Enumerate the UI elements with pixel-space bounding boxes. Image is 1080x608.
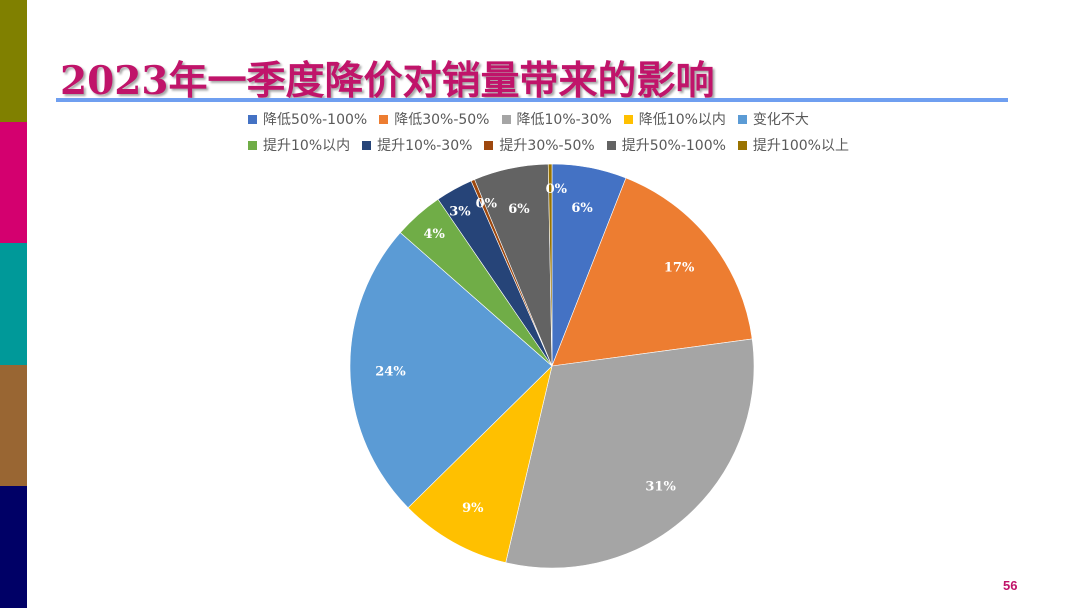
pie-slice bbox=[551, 177, 753, 367]
legend-swatch bbox=[501, 114, 511, 124]
legend-swatch bbox=[606, 140, 616, 150]
slide-title: 2023年一季度降价对销量带来的影响 bbox=[60, 58, 715, 104]
side-bar-segment bbox=[0, 364, 27, 487]
legend-row: 提升10%以内 提升10%-30% 提升30%-50% 提升50%-100% 提升100… bbox=[248, 132, 928, 158]
pie-slice bbox=[547, 163, 553, 367]
slice-data-label: 0% bbox=[546, 182, 568, 197]
legend-item: 降低50%-100% bbox=[248, 109, 367, 129]
slice-data-label: 17% bbox=[664, 260, 695, 275]
legend-item: 提升50%-100% bbox=[606, 135, 726, 155]
chart-legend: 降低50%-100% 降低30%-50% 降低10%-30% 降低10%以内 变化不大 … bbox=[248, 106, 928, 158]
legend-swatch bbox=[248, 114, 257, 124]
slice-data-label: 3% bbox=[449, 205, 471, 220]
slice-data-label: 6% bbox=[508, 202, 530, 217]
legend-label: 变化不大 bbox=[752, 112, 809, 128]
legend-label: 提升10%-30% bbox=[377, 138, 473, 154]
legend-label: 提升10%以内 bbox=[263, 138, 351, 154]
side-bar-segment bbox=[0, 486, 27, 608]
side-bar-segment bbox=[0, 121, 27, 244]
legend-label: 提升30%-50% bbox=[499, 138, 595, 154]
side-bar-segment bbox=[0, 243, 27, 365]
slice-data-label: 31% bbox=[645, 480, 676, 495]
legend-label: 提升100%以上 bbox=[752, 138, 849, 154]
slice-data-label: 6% bbox=[571, 201, 593, 216]
legend-label: 降低10%-30% bbox=[516, 112, 612, 128]
slice-data-label: 0% bbox=[476, 197, 498, 212]
page-number: 56 bbox=[1003, 578, 1018, 593]
legend-swatch bbox=[362, 140, 372, 150]
legend-swatch bbox=[248, 140, 257, 150]
side-color-bar bbox=[0, 0, 27, 608]
legend-item: 降低30%-50% bbox=[379, 109, 490, 129]
legend-label: 降低30%-50% bbox=[394, 112, 490, 128]
legend-item: 提升10%-30% bbox=[362, 135, 472, 155]
legend-label: 提升50%-100% bbox=[621, 138, 726, 154]
legend-swatch bbox=[484, 140, 494, 150]
legend-item: 变化不大 bbox=[737, 109, 809, 129]
title-divider bbox=[56, 98, 1008, 102]
legend-item: 提升100%以上 bbox=[737, 135, 849, 155]
slice-data-label: 24% bbox=[375, 365, 406, 380]
side-bar-segment bbox=[0, 0, 27, 122]
legend-row: 降低50%-100% 降低30%-50% 降低10%-30% 降低10%以内 变化不大 bbox=[248, 106, 928, 132]
slice-data-label: 4% bbox=[423, 227, 445, 242]
legend-swatch bbox=[737, 114, 747, 124]
slice-data-label: 9% bbox=[462, 501, 484, 516]
legend-swatch bbox=[737, 140, 747, 150]
legend-swatch bbox=[623, 114, 633, 124]
pie-slice bbox=[407, 365, 553, 563]
legend-label: 降低10%以内 bbox=[638, 112, 726, 128]
legend-label: 降低50%-100% bbox=[263, 112, 368, 128]
legend-item: 提升30%-50% bbox=[484, 135, 595, 155]
pie-slice bbox=[505, 338, 755, 569]
legend-item: 降低10%-30% bbox=[501, 109, 612, 129]
pie-slice bbox=[349, 232, 553, 509]
legend-item: 提升10%以内 bbox=[248, 135, 350, 155]
legend-item: 降低10%以内 bbox=[623, 109, 726, 129]
legend-swatch bbox=[379, 114, 389, 124]
